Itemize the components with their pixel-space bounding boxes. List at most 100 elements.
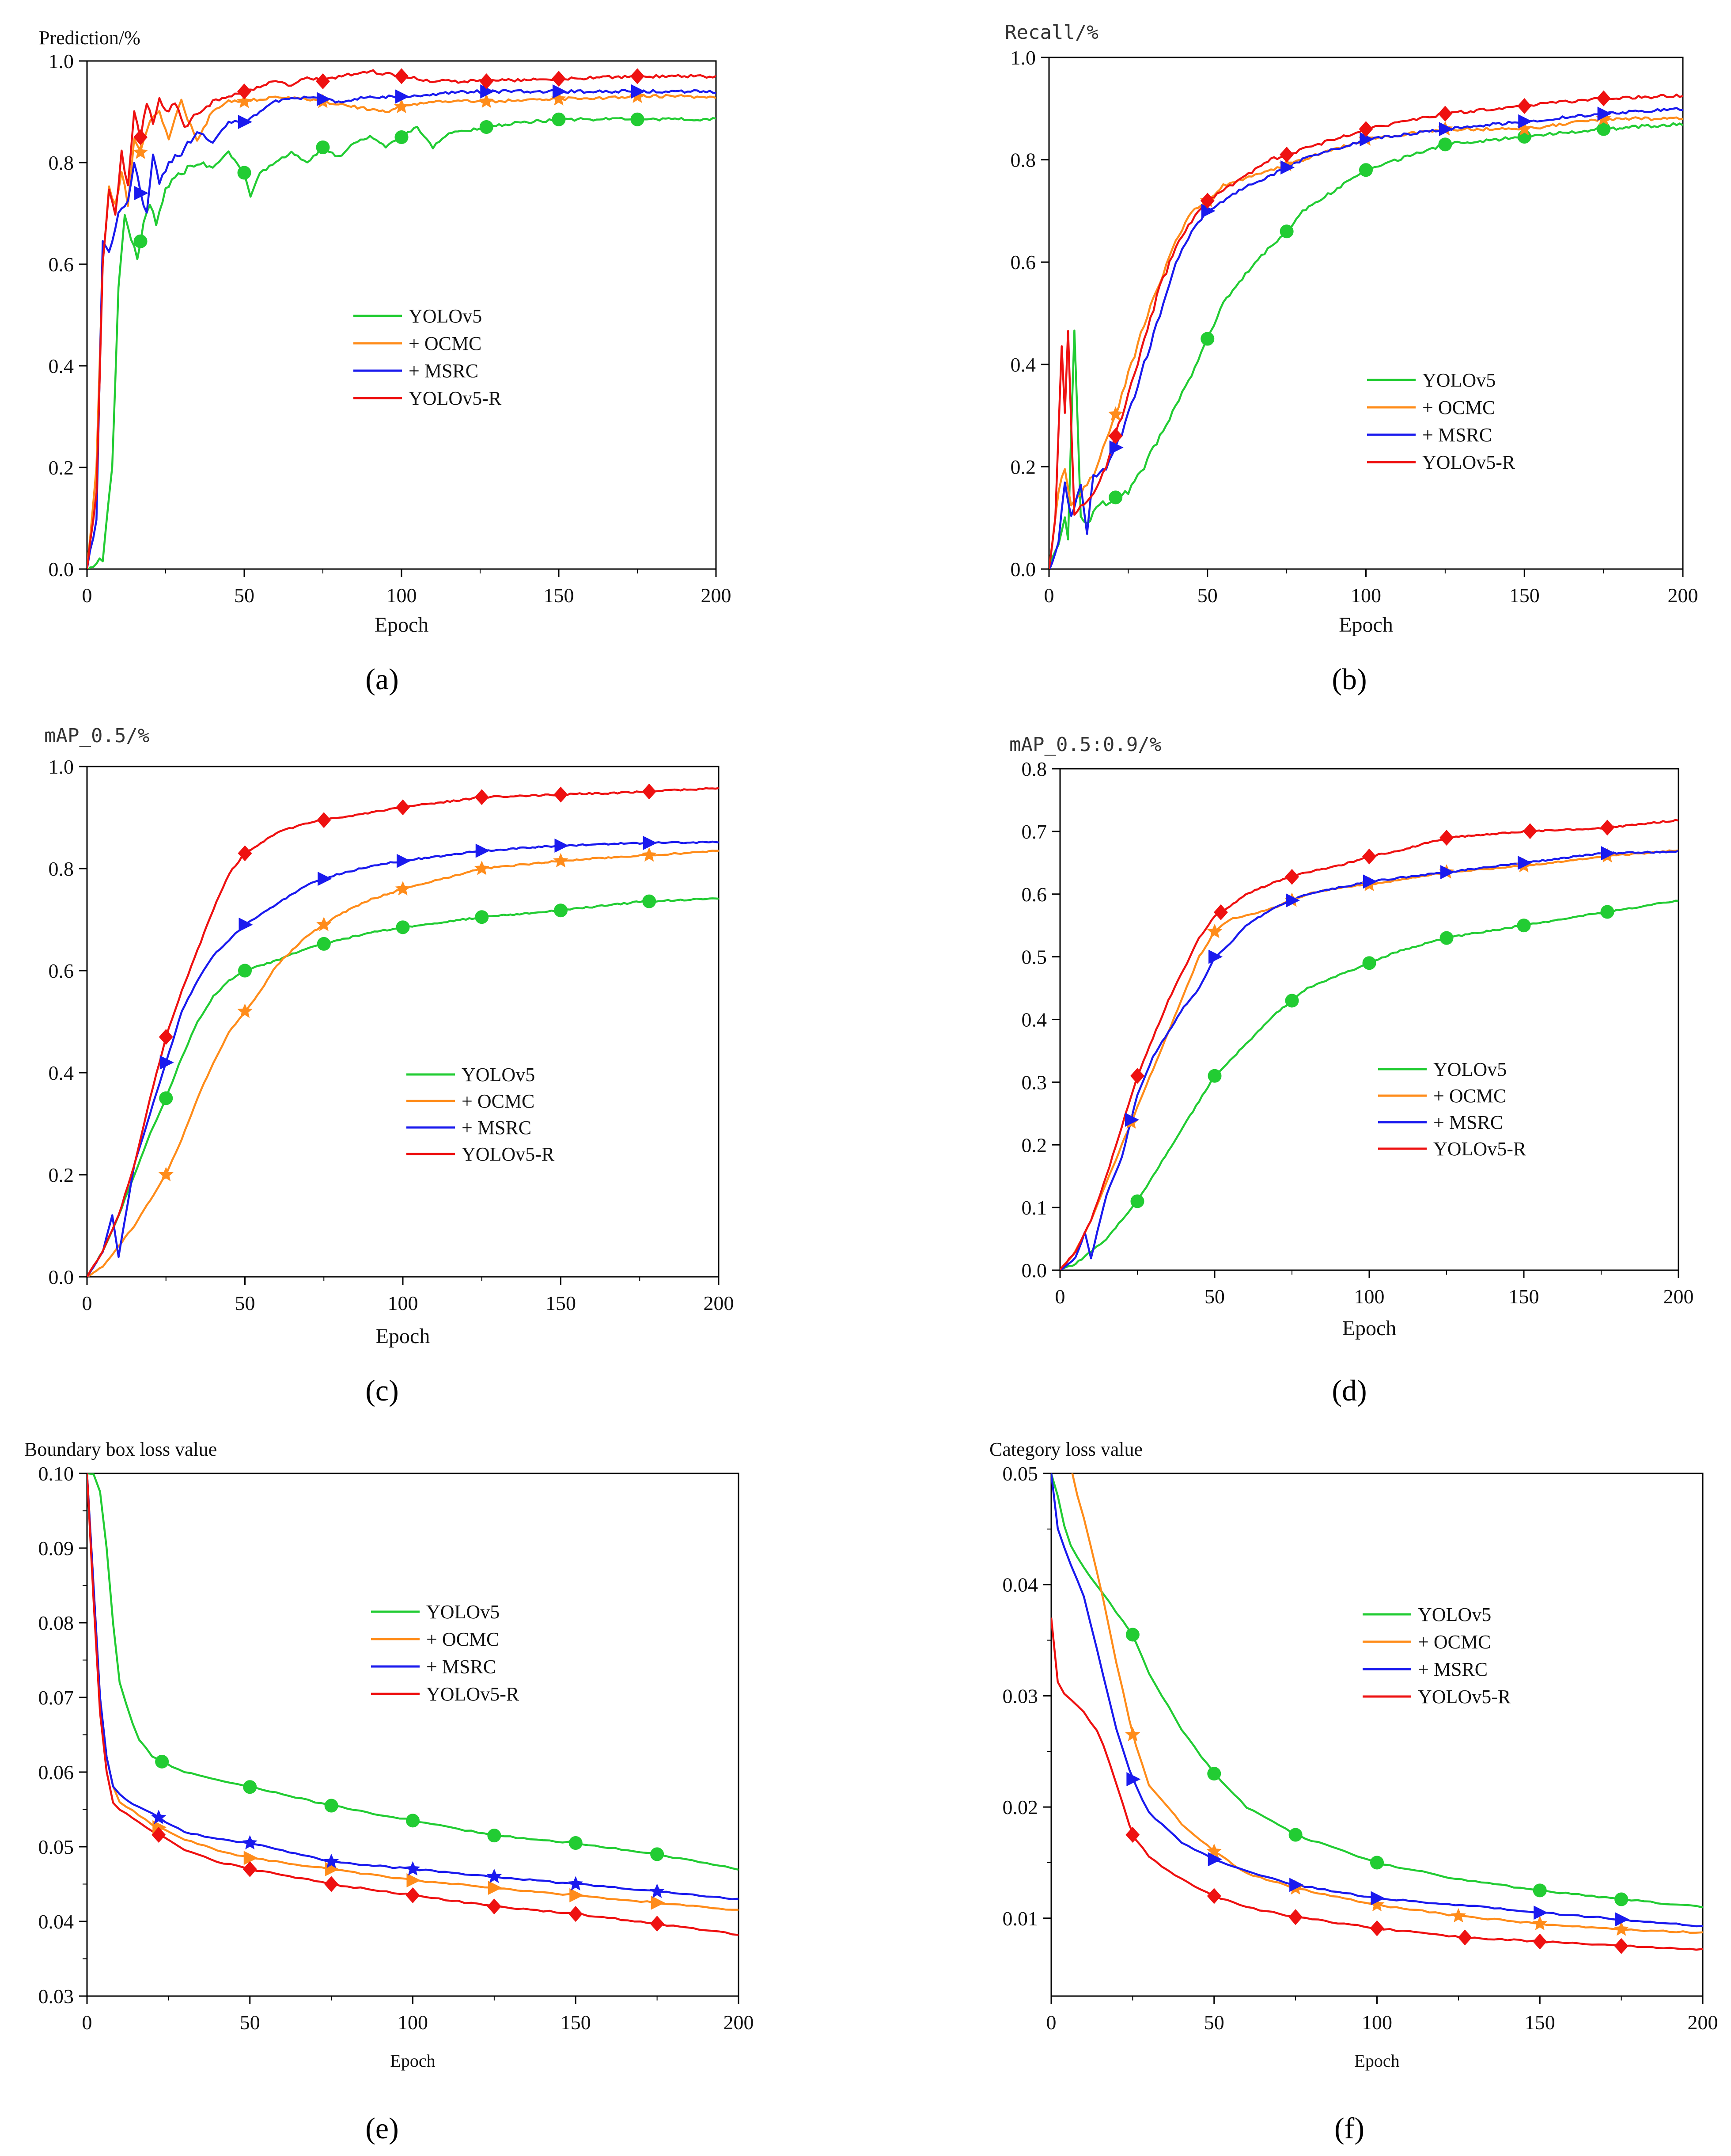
x-tick-label: 50 [1204, 2011, 1224, 2034]
series-line-yolov5 [87, 117, 716, 569]
data-point-diamond [1359, 121, 1373, 137]
y-tick-label: 0.8 [49, 152, 74, 174]
y-tick-label: 0.6 [1022, 883, 1047, 906]
data-point-triangle-right [1201, 204, 1216, 218]
data-point-triangle-right [1440, 865, 1454, 880]
data-point-star [486, 1868, 502, 1883]
y-tick-label: 0.4 [49, 355, 74, 377]
data-point-circle [642, 894, 656, 908]
data-point-diamond [630, 68, 644, 84]
y-tick-label: 0.2 [49, 1164, 74, 1186]
data-point-triangle-right [1280, 160, 1295, 175]
y-tick-label: 1.0 [49, 755, 74, 778]
data-point-diamond [1214, 904, 1228, 920]
series-line-ocmc [87, 1473, 739, 1911]
y-tick-label: 0.05 [38, 1836, 74, 1858]
legend-label: YOLOv5 [1418, 1604, 1491, 1625]
x-tick-label: 100 [386, 584, 417, 607]
data-point-diamond [1533, 1933, 1547, 1950]
y-tick-label: 0.03 [38, 1985, 74, 2008]
data-point-star [1596, 111, 1611, 125]
data-point-circle [1109, 490, 1123, 505]
data-point-star [568, 1876, 583, 1891]
data-point-star [629, 88, 645, 103]
data-point-diamond [1200, 193, 1215, 209]
data-point-triangle-right [1208, 1852, 1222, 1867]
data-point-circle [1285, 994, 1299, 1008]
legend-label: YOLOv5-R [426, 1683, 519, 1705]
x-tick-label: 0 [82, 1292, 92, 1314]
x-tick-label: 200 [723, 2011, 754, 2034]
data-point-diamond [1439, 830, 1454, 846]
data-point-star [324, 1853, 339, 1868]
data-point-triangle-right [1534, 1905, 1548, 1920]
data-point-circle [554, 903, 568, 918]
data-point-diamond [487, 1898, 501, 1915]
data-point-circle [324, 1799, 338, 1813]
y-tick-label: 0.04 [38, 1910, 74, 1933]
data-point-diamond [1362, 848, 1376, 865]
data-point-circle [1201, 332, 1215, 346]
data-point-triangle-right [1601, 846, 1615, 861]
plot-frame [86, 1473, 739, 1997]
x-axis-label: Epoch [376, 1325, 430, 1348]
x-axis-label: Epoch [375, 613, 429, 637]
x-tick-label: 150 [1509, 584, 1540, 607]
legend-label: + OCMC [426, 1628, 499, 1650]
legend-label: YOLOv5 [1433, 1059, 1507, 1080]
data-point-circle [1208, 1069, 1222, 1083]
legend-label: YOLOv5 [409, 305, 482, 327]
data-point-star [649, 1883, 665, 1898]
chart-panel-e: Boundary box loss value 0 50 100 150 200 0.03 0… [24, 1439, 754, 2145]
x-tick-label: 100 [388, 1292, 418, 1314]
y-tick-label: 0.04 [1003, 1574, 1038, 1596]
data-point-diamond [133, 129, 148, 145]
x-tick-label: 200 [1668, 584, 1698, 607]
series-line-msrc [87, 89, 716, 569]
x-tick-label: 200 [704, 1292, 734, 1314]
chart-title: Prediction/% [39, 27, 140, 49]
data-point-star [1532, 1916, 1548, 1930]
data-point-star [242, 1835, 258, 1850]
data-point-star [1108, 406, 1123, 421]
x-tick-label: 0 [1055, 1285, 1065, 1308]
y-tick-label: 0.6 [49, 253, 74, 276]
data-point-circle [1362, 956, 1376, 970]
x-tick-label: 50 [234, 584, 254, 607]
data-point-star [1125, 1727, 1140, 1742]
data-point-circle [237, 166, 251, 180]
series-line-yolov5 [1051, 1473, 1703, 1909]
data-point-diamond [317, 812, 331, 828]
y-tick-label: 0.08 [38, 1612, 74, 1634]
data-point-triangle-right [488, 1880, 502, 1895]
data-point-star [1451, 1908, 1466, 1923]
data-point-diamond [1207, 1888, 1221, 1904]
x-tick-label: 200 [701, 584, 731, 607]
x-tick-label: 100 [1351, 584, 1381, 607]
x-tick-label: 100 [1354, 1285, 1385, 1308]
data-point-triangle-right [475, 843, 490, 858]
y-tick-label: 0.1 [1022, 1196, 1047, 1219]
data-point-circle [1125, 1628, 1140, 1642]
series-line-ocmc [87, 94, 716, 567]
legend-label: + OCMC [409, 333, 481, 354]
y-tick-label: 0.4 [49, 1062, 74, 1084]
data-point-circle [552, 112, 566, 126]
series-line-yolov5 [1049, 122, 1683, 569]
data-point-triangle-right [1109, 440, 1124, 455]
data-point-diamond [1600, 820, 1614, 836]
legend-label: + MSRC [1433, 1112, 1503, 1133]
data-point-circle [406, 1814, 420, 1828]
x-tick-label: 0 [1044, 584, 1054, 607]
panel-caption: (f) [1334, 2111, 1364, 2145]
data-point-diamond [568, 1906, 583, 1922]
y-tick-label: 0.8 [1022, 758, 1047, 780]
data-point-circle [1439, 931, 1454, 945]
data-point-circle [396, 920, 410, 934]
panel-caption: (d) [1332, 1374, 1367, 1407]
data-point-diamond [642, 783, 656, 800]
y-tick-label: 0.07 [38, 1686, 74, 1709]
y-tick-label: 0.0 [1022, 1259, 1047, 1282]
chart-panel-b: Recall/% 0 50 100 150 200 0.0 0.2 0.4 0.6 0.8 1.0 Ep… [1005, 21, 1698, 696]
panel-caption: (a) [365, 662, 398, 696]
